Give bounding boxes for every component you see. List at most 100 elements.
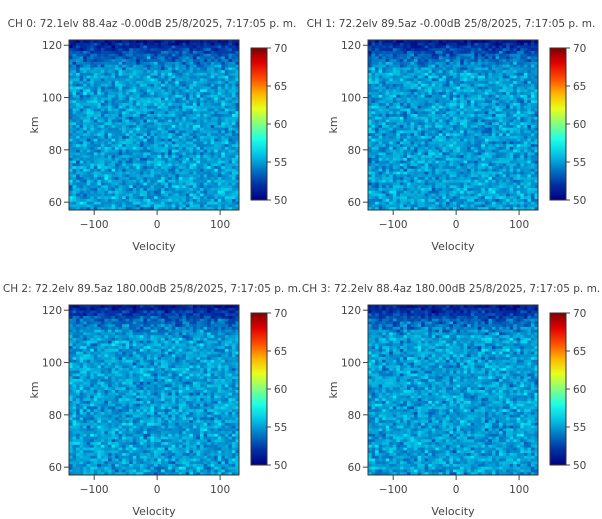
- heatmap-cell: [231, 75, 236, 79]
- heatmap-cell: [185, 70, 190, 74]
- heatmap-cell: [375, 119, 379, 123]
- heatmap-cell: [417, 86, 422, 90]
- heatmap-cell: [189, 116, 194, 120]
- heatmap-cell: [228, 108, 233, 112]
- heatmap-cell: [523, 144, 528, 148]
- heatmap-cell: [210, 185, 215, 189]
- heatmap-cell: [217, 64, 222, 68]
- heatmap-cell: [132, 119, 137, 123]
- heatmap-cell: [214, 185, 219, 189]
- heatmap-cell: [107, 108, 112, 112]
- heatmap-cell: [530, 127, 535, 131]
- heatmap-cell: [192, 64, 197, 68]
- heatmap-cell: [516, 53, 521, 57]
- heatmap-cell: [516, 135, 521, 140]
- heatmap-cell: [224, 72, 229, 76]
- heatmap-cell: [421, 122, 426, 126]
- heatmap-cell: [182, 105, 187, 109]
- heatmap-cell: [421, 119, 426, 123]
- heatmap-cell: [214, 190, 219, 194]
- heatmap-cell: [453, 119, 457, 123]
- heatmap-cell: [445, 122, 450, 126]
- heatmap-cell: [69, 166, 73, 170]
- heatmap-cell: [125, 166, 130, 170]
- heatmap-cell: [516, 59, 521, 63]
- heatmap-cell: [200, 119, 204, 123]
- heatmap-cell: [157, 67, 162, 71]
- heatmap-cell: [428, 125, 433, 129]
- heatmap-cell: [182, 81, 187, 85]
- heatmap-cell: [161, 144, 165, 148]
- heatmap-cell: [104, 196, 109, 200]
- heatmap-cell: [104, 122, 109, 126]
- heatmap-cell: [132, 59, 137, 63]
- heatmap-cell: [125, 174, 130, 178]
- heatmap-cell: [438, 78, 443, 82]
- heatmap-cell: [509, 53, 514, 57]
- heatmap-cell: [76, 116, 80, 120]
- heatmap-cell: [171, 56, 176, 60]
- heatmap-cell: [410, 146, 415, 151]
- heatmap-cell: [506, 50, 511, 55]
- heatmap-cell: [157, 177, 162, 181]
- heatmap-cell: [154, 86, 158, 90]
- heatmap-cell: [470, 130, 475, 134]
- heatmap-cell: [192, 155, 197, 159]
- heatmap-cell: [79, 152, 84, 156]
- heatmap-cell: [527, 97, 532, 101]
- heatmap-cell: [442, 127, 447, 131]
- heatmap-cell: [477, 59, 482, 63]
- heatmap-cell: [175, 199, 180, 203]
- heatmap-cell: [175, 146, 180, 151]
- heatmap-cell: [125, 103, 130, 107]
- heatmap-cell: [192, 138, 197, 142]
- heatmap-cell: [527, 130, 532, 134]
- heatmap-cell: [382, 94, 387, 98]
- heatmap-cell: [481, 125, 486, 129]
- heatmap-cell: [97, 100, 102, 104]
- heatmap-cell: [90, 138, 95, 142]
- heatmap-cell: [392, 149, 397, 153]
- heatmap-cell: [421, 114, 426, 118]
- heatmap-cell: [481, 127, 486, 131]
- heatmap-cell: [72, 163, 77, 167]
- heatmap-cell: [97, 174, 102, 178]
- colorbar: [250, 47, 268, 201]
- heatmap-cell: [530, 146, 535, 151]
- heatmap-cell: [488, 111, 493, 115]
- heatmap-cell: [175, 86, 180, 90]
- heatmap-cell: [214, 89, 219, 93]
- heatmap-cell: [200, 163, 204, 167]
- heatmap-cell: [182, 94, 187, 98]
- heatmap-cell: [164, 105, 169, 109]
- heatmap-cell: [175, 114, 180, 118]
- heatmap-cell: [502, 67, 507, 71]
- heatmap-cell: [477, 133, 482, 137]
- heatmap-cell: [136, 141, 141, 145]
- heatmap-cell: [203, 152, 208, 156]
- heatmap-cell: [453, 72, 457, 76]
- heatmap-cell: [224, 141, 229, 145]
- heatmap-cell: [534, 83, 539, 87]
- heatmap-cell: [86, 75, 91, 79]
- heatmap-cell: [231, 78, 236, 82]
- heatmap-cell: [107, 146, 112, 151]
- heatmap-cell: [175, 138, 180, 142]
- y-axis-label: km: [28, 116, 41, 133]
- heatmap-cell: [168, 48, 173, 52]
- heatmap-cell: [200, 141, 204, 145]
- heatmap-cell: [382, 42, 387, 46]
- heatmap-cell: [520, 111, 525, 115]
- heatmap-cell: [143, 42, 148, 46]
- heatmap-cell: [399, 122, 404, 126]
- heatmap-cell: [125, 141, 130, 145]
- heatmap-cell: [185, 155, 190, 159]
- heatmap-cell: [203, 135, 208, 140]
- heatmap-cell: [371, 81, 376, 85]
- heatmap-cell: [164, 155, 169, 159]
- heatmap-cell: [414, 122, 418, 126]
- heatmap-cell: [431, 86, 436, 90]
- heatmap-cell: [456, 125, 461, 129]
- heatmap-cell: [368, 108, 372, 112]
- heatmap-cell: [118, 174, 123, 178]
